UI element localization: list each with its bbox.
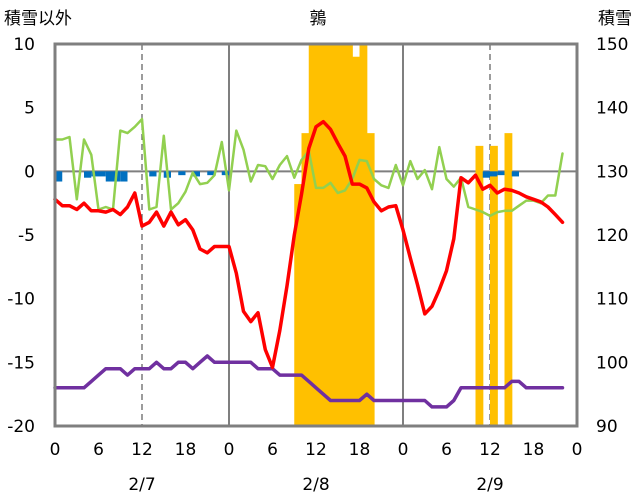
snow-depth-bar — [308, 44, 317, 426]
x-tick-label: 12 — [305, 440, 327, 460]
x-tick-label: 0 — [572, 440, 583, 460]
snow-depth-bar — [316, 44, 324, 426]
snow-depth-bar — [323, 44, 332, 426]
left-tick-label: 0 — [24, 162, 35, 182]
snow-depth-bar — [490, 145, 498, 426]
left-tick-label: -20 — [7, 417, 35, 437]
x-tick-label: 6 — [267, 440, 278, 460]
right-tick-label: 140 — [596, 99, 628, 119]
x-tick-label: 18 — [349, 440, 371, 460]
left-tick-label: 10 — [13, 35, 35, 55]
left-tick-label: 5 — [24, 99, 35, 119]
blue-bar — [482, 171, 490, 178]
day-label: 2/8 — [302, 475, 329, 495]
x-tick-label: 6 — [441, 440, 452, 460]
bars-layer — [55, 44, 519, 426]
chart-title: 鶉 — [310, 9, 327, 29]
blue-bar — [192, 171, 200, 177]
blue-bar — [55, 171, 63, 182]
snow-depth-bar — [352, 56, 361, 426]
day-label: 2/9 — [476, 475, 503, 495]
snow-depth-bar — [345, 44, 353, 426]
x-tick-label: 18 — [523, 440, 545, 460]
right-tick-label: 120 — [596, 226, 628, 246]
snow-depth-bar — [294, 184, 303, 426]
blue-bar — [120, 171, 128, 182]
blue-bar — [105, 171, 113, 182]
purple-series-line — [53, 354, 565, 409]
right-tick-label: 110 — [596, 290, 628, 310]
right-tick-label: 130 — [596, 162, 628, 182]
snow-depth-bar — [475, 145, 484, 426]
blue-bar — [98, 171, 106, 177]
blue-bar — [207, 171, 215, 176]
blue-bar — [497, 171, 505, 176]
plot-area — [53, 42, 579, 428]
snow-depth-bar — [366, 133, 375, 426]
snow-depth-bar — [359, 44, 368, 426]
snow-depth-bar — [330, 44, 339, 426]
right-tick-label: 90 — [596, 417, 618, 437]
x-tick-label: 12 — [479, 440, 501, 460]
x-tick-label: 12 — [131, 440, 153, 460]
left-tick-label: -10 — [7, 290, 35, 310]
blue-bar — [178, 171, 186, 176]
blue-bar — [490, 171, 498, 177]
blue-bar — [149, 171, 157, 177]
right-axis-title: 積雪 — [598, 9, 632, 29]
right-tick-label: 100 — [596, 353, 628, 373]
blue-bar — [511, 171, 519, 177]
red-series-line — [53, 119, 565, 370]
x-tick-label: 0 — [224, 440, 235, 460]
x-tick-label: 0 — [50, 440, 61, 460]
blue-bar — [84, 171, 92, 178]
left-axis-title: 積雪以外 — [4, 9, 72, 29]
left-tick-label: -15 — [7, 353, 35, 373]
snow-depth-bar — [301, 133, 310, 426]
snow-depth-bar — [337, 44, 346, 426]
snow-depth-bar — [504, 133, 513, 426]
x-tick-label: 0 — [398, 440, 409, 460]
day-label: 2/7 — [128, 475, 155, 495]
right-tick-label: 150 — [596, 35, 628, 55]
x-tick-label: 6 — [93, 440, 104, 460]
series-layer — [53, 117, 565, 409]
x-tick-label: 18 — [175, 440, 197, 460]
left-tick-label: -5 — [18, 226, 35, 246]
